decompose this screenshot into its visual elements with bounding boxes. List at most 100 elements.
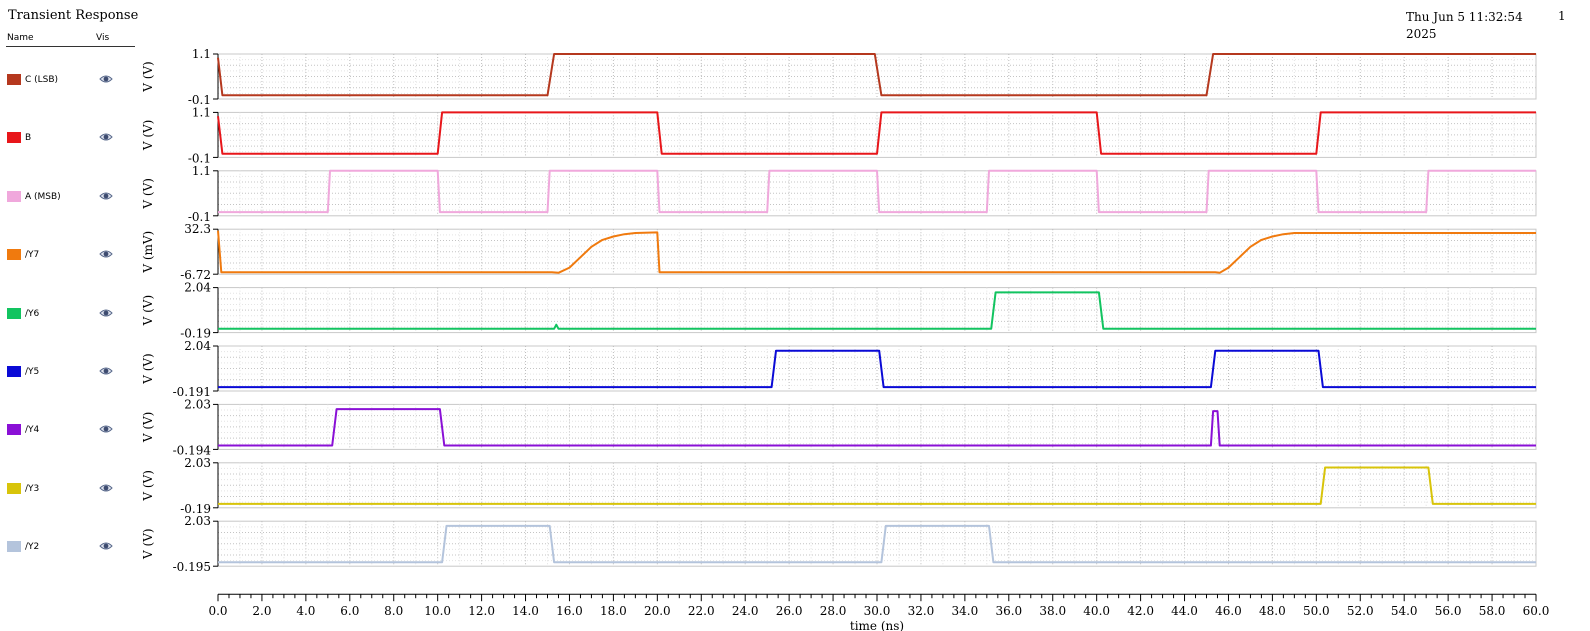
y-min-label: -0.191 [173,385,211,399]
y-max-label: 2.03 [184,514,211,528]
timestamp: Thu Jun 5 11:32:54 2025 [1406,9,1526,43]
eye-icon[interactable] [99,132,113,142]
y-axis-label: V (V) [141,295,155,327]
eye-icon[interactable] [99,424,113,434]
y-max-label: 1.1 [192,47,211,61]
series-line-4 [217,230,1536,274]
timestamp-line-2: 2025 [1406,27,1437,41]
eye-icon[interactable] [99,366,113,376]
x-tick-label: 18.0 [600,604,627,618]
series-line-1 [217,53,1536,97]
legend-label: /Y2 [25,542,40,553]
legend-swatch [7,74,21,85]
series-line-8 [218,466,1536,505]
legend-label: /Y6 [25,308,40,319]
legend-item: B [6,130,136,146]
y-axis-label: V (V) [141,61,155,93]
series-line-2 [217,111,1536,155]
y-axis-label: V (V) [141,412,155,444]
x-tick-label: 58.0 [1479,604,1506,618]
legend-item: C (LSB) [6,72,136,88]
x-tick-label: 10.0 [424,604,451,618]
legend-label: B [25,133,32,144]
eye-icon[interactable] [99,74,113,84]
series-line-6 [218,349,1536,389]
panel-4: 32.3 -6.72 V (mV) [141,222,1537,282]
series-line-5 [218,291,1536,330]
page-number: 1 [1558,9,1566,23]
y-max-label: 2.04 [184,339,211,353]
x-tick-label: 52.0 [1347,604,1374,618]
eye-icon[interactable] [99,249,113,259]
y-min-label: -0.194 [173,443,212,457]
x-tick-label: 8.0 [384,604,403,618]
y-max-label: 1.1 [192,164,211,178]
x-tick-label: 60.0 [1523,604,1550,618]
legend-swatch [7,541,21,553]
legend-swatch [7,424,21,436]
y-axis-label: V (V) [141,470,155,502]
x-tick-label: 32.0 [908,604,935,618]
x-tick-label: 38.0 [1039,604,1066,618]
x-tick-label: 36.0 [995,604,1022,618]
panel-3: 1.1 -0.1 V (V) [141,164,1537,224]
panel-8: 2.03 -0.19 V (V) [141,456,1537,516]
x-tick-label: 26.0 [776,604,803,618]
legend-name-header: Name [7,33,34,43]
x-tick-label: 48.0 [1259,604,1286,618]
panel-2: 1.1 -0.1 V (V) [141,105,1537,165]
legend-swatch [7,366,21,377]
series-line-9 [218,524,1536,564]
legend-label: /Y5 [25,367,40,377]
legend-swatch [7,249,21,261]
x-tick-label: 42.0 [1127,604,1154,618]
legend-label: /Y4 [25,425,40,436]
legend-item: /Y4 [6,422,136,438]
x-tick-label: 50.0 [1303,604,1330,618]
legend-vis-header: Vis [96,33,110,43]
eye-icon[interactable] [99,191,113,201]
x-tick-label: 30.0 [864,604,891,618]
y-axis-label: V (V) [141,120,155,152]
x-tick-label: 20.0 [644,604,671,618]
y-max-label: 32.3 [184,222,211,236]
y-max-label: 2.04 [184,281,211,295]
legend-swatch [7,190,21,202]
legend-item: A (MSB) [6,189,136,205]
legend-swatch [7,482,21,494]
x-tick-label: 0.0 [208,604,227,618]
eye-icon[interactable] [99,483,113,493]
legend-swatch [7,132,21,144]
y-min-label: -6.72 [180,268,211,282]
legend-header: Name Vis [6,33,135,47]
eye-icon[interactable] [99,541,113,551]
y-axis-label: V (mV) [141,231,155,274]
x-tick-label: 54.0 [1391,604,1418,618]
y-max-label: 2.03 [184,456,211,470]
eye-icon[interactable] [99,308,113,318]
legend-item: /Y2 [6,539,136,555]
x-axis: 0.0 2.0 4.0 6.0 8.0 10.0 12.0 14.0 16.0 18.0 20.0 2… [208,593,1550,631]
series-line-3 [218,169,1536,214]
legend-label: /Y7 [25,250,40,261]
y-max-label: 1.1 [192,105,211,119]
x-axis-label: time (ns) [850,619,904,631]
y-axis-label: V (V) [141,528,155,560]
legend-item: /Y3 [6,481,136,497]
x-tick-label: 2.0 [252,604,271,618]
panel-5: 2.04 -0.19 V (V) [141,281,1537,341]
y-min-label: -0.1 [188,210,211,224]
legend-label: /Y3 [25,483,40,494]
legend-label: A (MSB) [25,191,61,202]
x-tick-label: 44.0 [1171,604,1198,618]
panel-9: 2.03 -0.195 V (V) [141,514,1537,574]
timestamp-line-1: Thu Jun 5 11:32:54 [1406,10,1523,24]
x-tick-label: 34.0 [952,604,979,618]
x-tick-label: 46.0 [1215,604,1242,618]
panel-1: 1.1 -0.1 V (V) [141,47,1537,107]
y-min-label: -0.19 [180,327,211,341]
y-axis-label: V (V) [141,178,155,210]
page-title: Transient Response [8,8,139,23]
y-min-label: -0.1 [188,151,211,165]
